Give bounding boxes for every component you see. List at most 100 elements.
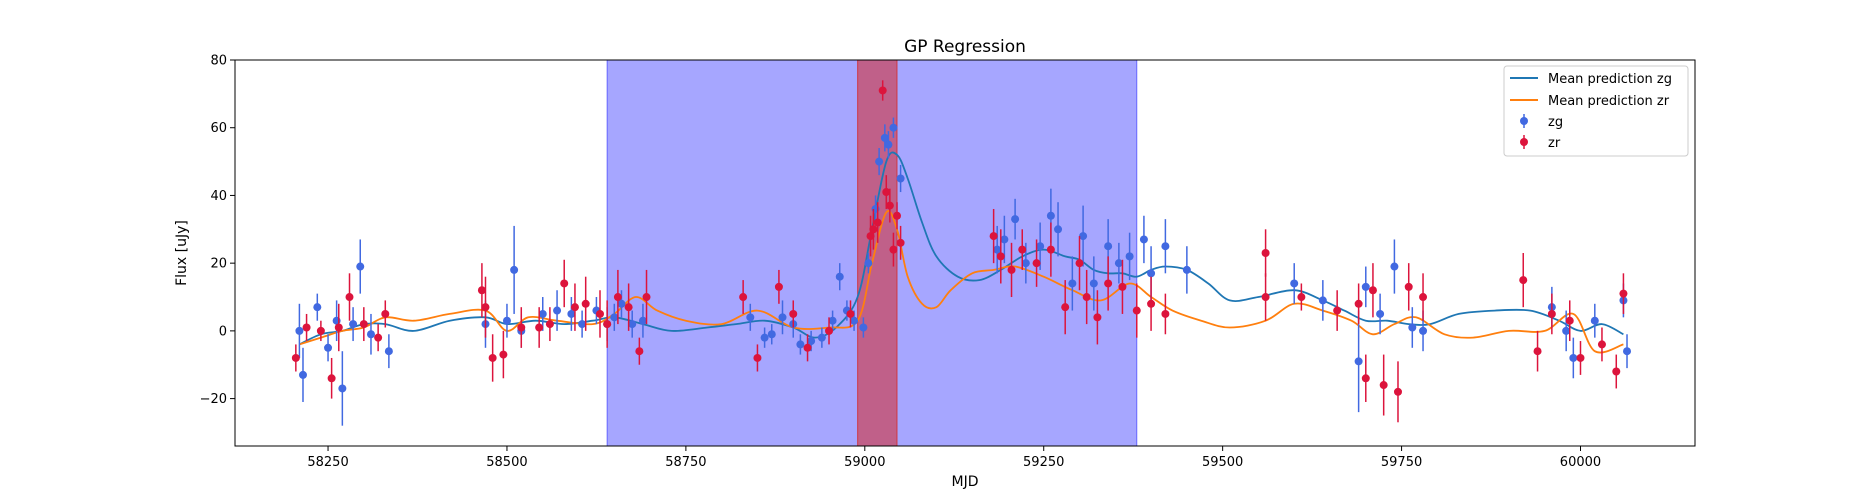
data-point-zr: [1297, 293, 1306, 302]
data-point-zg: [1361, 282, 1370, 291]
legend-label-zg: zg: [1548, 115, 1563, 130]
data-point-zg: [1318, 296, 1327, 305]
data-point-zr: [517, 323, 526, 332]
data-point-zg: [638, 316, 647, 325]
data-point-zg: [295, 326, 304, 335]
data-point-zg: [896, 174, 905, 183]
data-point-zr: [624, 303, 633, 312]
data-point-zg: [1562, 326, 1571, 335]
data-point-zr: [1419, 293, 1428, 302]
data-point-zg: [1036, 242, 1045, 251]
data-point-zr: [374, 333, 383, 342]
data-point-zr: [1082, 293, 1091, 302]
data-point-zr: [1519, 276, 1528, 285]
data-point-zg: [324, 343, 333, 352]
highlight-span-1: [857, 59, 898, 447]
data-point-zg: [366, 330, 375, 339]
data-point-zg: [889, 123, 898, 132]
data-point-zg: [828, 316, 837, 325]
x-axis-label: MJD: [952, 474, 979, 490]
data-point-zg: [850, 316, 859, 325]
data-point-zr: [1533, 347, 1542, 356]
data-point-zr: [1075, 259, 1084, 268]
data-point-zg: [1079, 232, 1088, 241]
y-axis-label: Flux [uJy]: [174, 220, 190, 286]
data-point-zr: [1361, 374, 1370, 383]
y-tick-label: 80: [210, 54, 227, 69]
data-point-zr: [1393, 387, 1402, 396]
data-point-zr: [1354, 299, 1363, 308]
data-point-zg: [510, 265, 519, 274]
data-point-zg: [298, 370, 307, 379]
data-point-zg: [807, 337, 816, 346]
data-point-zg: [1054, 225, 1063, 234]
data-point-zg: [1068, 279, 1077, 288]
data-point-zg: [502, 316, 511, 325]
data-point-zr: [1018, 245, 1027, 254]
legend: Mean prediction zg Mean prediction zr zg…: [1503, 65, 1689, 157]
data-point-zg: [760, 333, 769, 342]
data-point-zr: [1565, 316, 1574, 325]
data-point-zg: [1569, 353, 1578, 362]
y-tick-label: 40: [210, 189, 227, 204]
data-point-zr: [1046, 245, 1055, 254]
data-point-zr: [1093, 313, 1102, 322]
data-point-zg: [875, 157, 884, 166]
data-point-zr: [1619, 289, 1628, 298]
data-point-zr: [739, 293, 748, 302]
data-point-zr: [889, 245, 898, 254]
data-point-zr: [1379, 381, 1388, 390]
data-point-zr: [635, 347, 644, 356]
data-point-zg: [1089, 279, 1098, 288]
x-tick-label: 59000: [844, 455, 885, 470]
data-point-zr: [316, 326, 325, 335]
data-point-zr: [488, 353, 497, 362]
data-point-zg: [349, 320, 358, 329]
data-point-zr: [302, 323, 311, 332]
data-point-zr: [753, 353, 762, 362]
data-point-zr: [1261, 249, 1270, 257]
data-point-zg: [1046, 211, 1055, 220]
data-point-zr: [1597, 340, 1606, 349]
data-point-zg: [384, 347, 393, 356]
data-point-zr: [1061, 303, 1070, 312]
data-point-zr: [1104, 279, 1113, 288]
data-point-zg: [356, 262, 365, 271]
data-point-zr: [1333, 306, 1342, 315]
data-point-zg: [746, 313, 755, 322]
legend-label-zg-line: Mean prediction zg: [1548, 72, 1672, 87]
data-point-zg: [864, 259, 873, 268]
y-tick-label: 20: [210, 257, 227, 272]
data-point-zg: [859, 323, 868, 332]
data-point-zr: [1161, 309, 1170, 318]
data-point-zr: [596, 309, 604, 318]
legend-box: [1503, 65, 1689, 157]
data-point-zg: [1390, 262, 1399, 271]
data-point-zg: [1290, 279, 1299, 288]
data-point-zg: [880, 133, 889, 142]
data-point-zg: [1354, 357, 1363, 366]
data-point-zg: [538, 309, 547, 318]
data-point-zg: [338, 384, 347, 393]
data-point-zg: [993, 245, 1002, 254]
data-point-zr: [477, 286, 486, 295]
observation-points: [291, 80, 1632, 426]
data-point-zr: [825, 326, 834, 335]
data-point-zg: [1161, 242, 1170, 251]
data-point-zg: [1419, 326, 1428, 335]
data-point-zg: [796, 340, 805, 349]
y-tick-label: 0: [219, 324, 227, 339]
data-point-zr: [581, 299, 590, 308]
data-point-zr: [866, 232, 875, 241]
data-point-zg: [778, 313, 787, 322]
data-point-zr: [893, 211, 902, 220]
data-point-zg: [567, 309, 576, 318]
data-point-zg: [1114, 259, 1123, 268]
data-point-zg: [1147, 269, 1156, 278]
data-point-zg: [553, 306, 562, 315]
y-tick-label: −20: [200, 392, 227, 407]
data-point-zr: [291, 353, 300, 362]
data-point-zr: [1007, 265, 1016, 274]
data-point-zr: [481, 303, 490, 312]
y-tick-label: 60: [210, 121, 227, 136]
